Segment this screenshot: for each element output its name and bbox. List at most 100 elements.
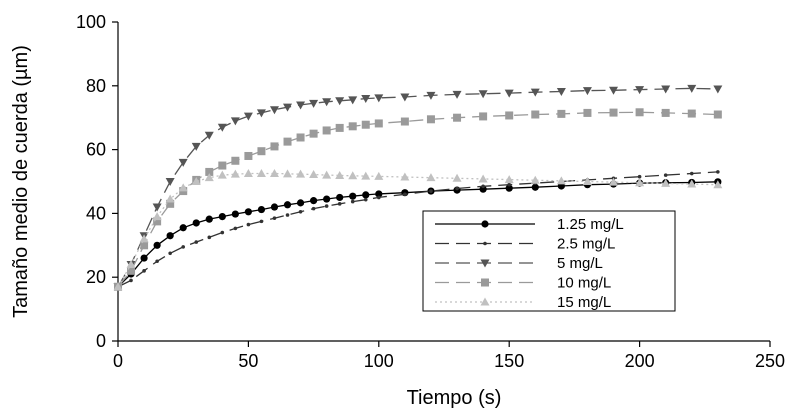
data-point xyxy=(455,186,459,191)
data-point xyxy=(635,108,644,117)
data-point xyxy=(507,182,512,187)
data-point xyxy=(322,126,331,135)
data-point xyxy=(233,226,238,231)
legend: 1.25 mg/L 2.5 mg/L 5 mg/L 10 mg/L 15 mg/L xyxy=(422,210,676,312)
y-axis-title: Tamaño medio de cuerda (µm) xyxy=(10,45,32,318)
data-point xyxy=(481,184,485,189)
data-point xyxy=(403,192,407,197)
legend-label: 5 mg/L xyxy=(557,255,603,272)
series-5 xyxy=(113,169,723,291)
data-point xyxy=(309,129,318,138)
data-point xyxy=(244,151,253,160)
legend-box xyxy=(422,210,676,312)
data-point xyxy=(661,178,671,187)
data-point xyxy=(661,85,671,94)
data-point xyxy=(270,142,279,151)
data-point xyxy=(259,219,264,224)
data-point xyxy=(269,106,279,115)
data-point xyxy=(283,103,293,112)
data-point xyxy=(140,254,148,262)
data-point xyxy=(178,158,188,167)
series-1 xyxy=(114,178,722,291)
data-point xyxy=(310,197,318,205)
data-point xyxy=(218,212,226,221)
data-point xyxy=(556,176,566,185)
data-point xyxy=(311,206,316,211)
data-point xyxy=(663,173,668,177)
data-point xyxy=(531,110,540,119)
legend-label: 1.25 mg/L xyxy=(557,216,624,233)
data-point xyxy=(152,203,162,212)
data-point xyxy=(285,213,290,217)
data-point xyxy=(194,240,199,244)
data-point xyxy=(426,115,435,124)
data-point xyxy=(609,177,619,186)
data-point xyxy=(153,241,161,249)
data-point xyxy=(530,88,540,97)
legend-marker xyxy=(480,259,490,268)
series-line xyxy=(117,111,718,288)
data-point xyxy=(609,108,618,117)
data-point xyxy=(361,95,371,104)
data-point xyxy=(272,216,277,220)
data-point xyxy=(243,112,253,121)
data-point xyxy=(374,119,383,128)
data-point xyxy=(400,117,409,126)
data-point xyxy=(204,173,214,182)
legend-marker xyxy=(481,220,489,228)
data-point xyxy=(256,169,266,178)
data-point xyxy=(113,282,123,291)
data-point xyxy=(220,230,225,235)
data-point xyxy=(687,179,697,188)
data-point xyxy=(504,89,514,98)
data-point xyxy=(713,85,723,94)
series-line xyxy=(117,171,718,288)
data-point xyxy=(244,208,252,216)
data-point xyxy=(217,170,227,179)
data-point xyxy=(689,171,694,176)
data-point xyxy=(637,174,642,179)
data-point xyxy=(205,215,213,223)
data-point xyxy=(582,87,592,96)
data-point xyxy=(361,120,370,129)
data-point xyxy=(349,192,357,200)
data-point xyxy=(335,97,345,106)
data-point xyxy=(152,212,162,221)
data-point xyxy=(361,171,371,180)
data-point xyxy=(129,278,133,283)
y-tick-label: 100 xyxy=(76,12,106,32)
data-point xyxy=(217,123,227,132)
data-point xyxy=(363,197,368,202)
data-point xyxy=(205,167,214,176)
data-point xyxy=(582,177,592,185)
data-point xyxy=(257,147,266,156)
data-point xyxy=(531,183,539,191)
data-point xyxy=(400,172,410,181)
data-point xyxy=(377,195,381,200)
data-point xyxy=(204,131,214,140)
data-point xyxy=(257,205,266,214)
data-point xyxy=(478,174,488,183)
y-tick-label: 40 xyxy=(86,203,106,223)
data-point xyxy=(192,219,200,227)
data-point xyxy=(350,199,355,204)
series-line xyxy=(117,181,718,288)
data-point xyxy=(269,169,279,178)
x-tick-label: 200 xyxy=(625,351,655,371)
data-point xyxy=(713,180,723,189)
data-point xyxy=(335,170,345,179)
data-point xyxy=(283,169,293,178)
data-point xyxy=(400,93,410,102)
data-point xyxy=(530,175,540,184)
data-point xyxy=(309,169,319,178)
x-tick-label: 100 xyxy=(364,351,394,371)
x-tick-label: 250 xyxy=(755,351,785,371)
data-point xyxy=(165,194,175,203)
data-point xyxy=(335,123,344,132)
data-point xyxy=(505,111,514,120)
data-point xyxy=(296,169,306,178)
legend-marker xyxy=(483,241,487,246)
data-point xyxy=(687,84,697,93)
data-point xyxy=(153,217,162,226)
